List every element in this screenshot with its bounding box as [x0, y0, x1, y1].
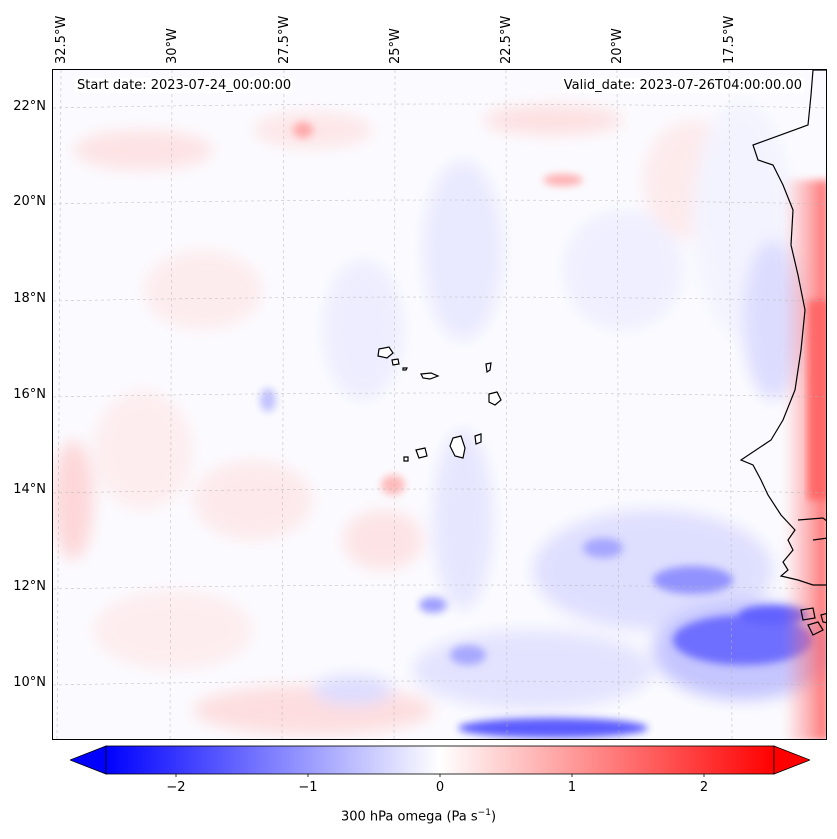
- colorbar-label: 300 hPa omega (Pa s−1): [0, 808, 837, 824]
- lat-label-12n: 12°N: [13, 579, 46, 594]
- island-sao-nicolau: [420, 372, 440, 380]
- coast-islands-south-2: [807, 621, 824, 636]
- island-santo-antao: [377, 346, 394, 359]
- cape-verde-islands: [377, 346, 502, 462]
- island-santa-luzia: [402, 367, 408, 371]
- colorbar-tick-marks: [175, 774, 705, 777]
- colorbar-arrow-min: [70, 745, 107, 775]
- colorbar-tick-neg1: −1: [298, 780, 318, 795]
- coast-inlet-1: [797, 517, 826, 522]
- colorbar: [70, 745, 810, 777]
- coast-inlet-2: [812, 537, 826, 541]
- lon-label-25w: 25°W: [388, 28, 403, 64]
- colorbar-tick-neg2: −2: [166, 780, 186, 795]
- lon-label-32-5w: 32.5°W: [54, 15, 69, 64]
- field-anomalies: [53, 100, 826, 739]
- lat-label-10n: 10°N: [13, 675, 46, 690]
- island-boa-vista: [488, 391, 502, 406]
- coast-islands-south: [800, 607, 816, 621]
- start-date-annotation: Start date: 2023-07-24_00:00:00: [75, 78, 294, 93]
- colorbar-tick-0: 0: [435, 780, 445, 795]
- lon-label-27-5w: 27.5°W: [277, 15, 292, 64]
- lat-label-20n: 20°N: [13, 194, 46, 209]
- island-fogo: [415, 447, 428, 459]
- lon-label-20w: 20°W: [610, 28, 625, 64]
- graticule: [53, 70, 826, 739]
- colorbar-arrow-max: [773, 745, 810, 775]
- colorbar-label-exponent: −1: [477, 808, 491, 818]
- valid-date-annotation: Valid_date: 2023-07-26T04:00:00.00: [561, 78, 804, 93]
- omega-field-map: [53, 70, 826, 739]
- colorbar-label-suffix: ): [490, 809, 497, 825]
- lat-label-14n: 14°N: [13, 482, 46, 497]
- colorbar-tick-1: 1: [567, 780, 577, 795]
- map-panel[interactable]: [52, 69, 827, 740]
- island-sal: [485, 362, 492, 374]
- colorbar-label-text: 300 hPa omega (Pa s: [340, 809, 478, 825]
- coastlines: [739, 70, 826, 636]
- west-africa-coastline: [739, 70, 826, 586]
- lat-label-16n: 16°N: [13, 387, 46, 402]
- island-santiago: [449, 435, 466, 459]
- lat-label-18n: 18°N: [13, 291, 46, 306]
- lat-label-22n: 22°N: [13, 99, 46, 114]
- colorbar-tick-2: 2: [699, 780, 709, 795]
- lon-label-30w: 30°W: [165, 28, 180, 64]
- lon-label-17-5w: 17.5°W: [722, 15, 737, 64]
- island-maio: [474, 433, 482, 445]
- island-sao-vicente: [391, 358, 400, 366]
- coast-islands-south-3: [820, 612, 826, 624]
- island-brava: [403, 456, 409, 462]
- colorbar-body: [105, 745, 775, 775]
- lon-label-22-5w: 22.5°W: [499, 15, 514, 64]
